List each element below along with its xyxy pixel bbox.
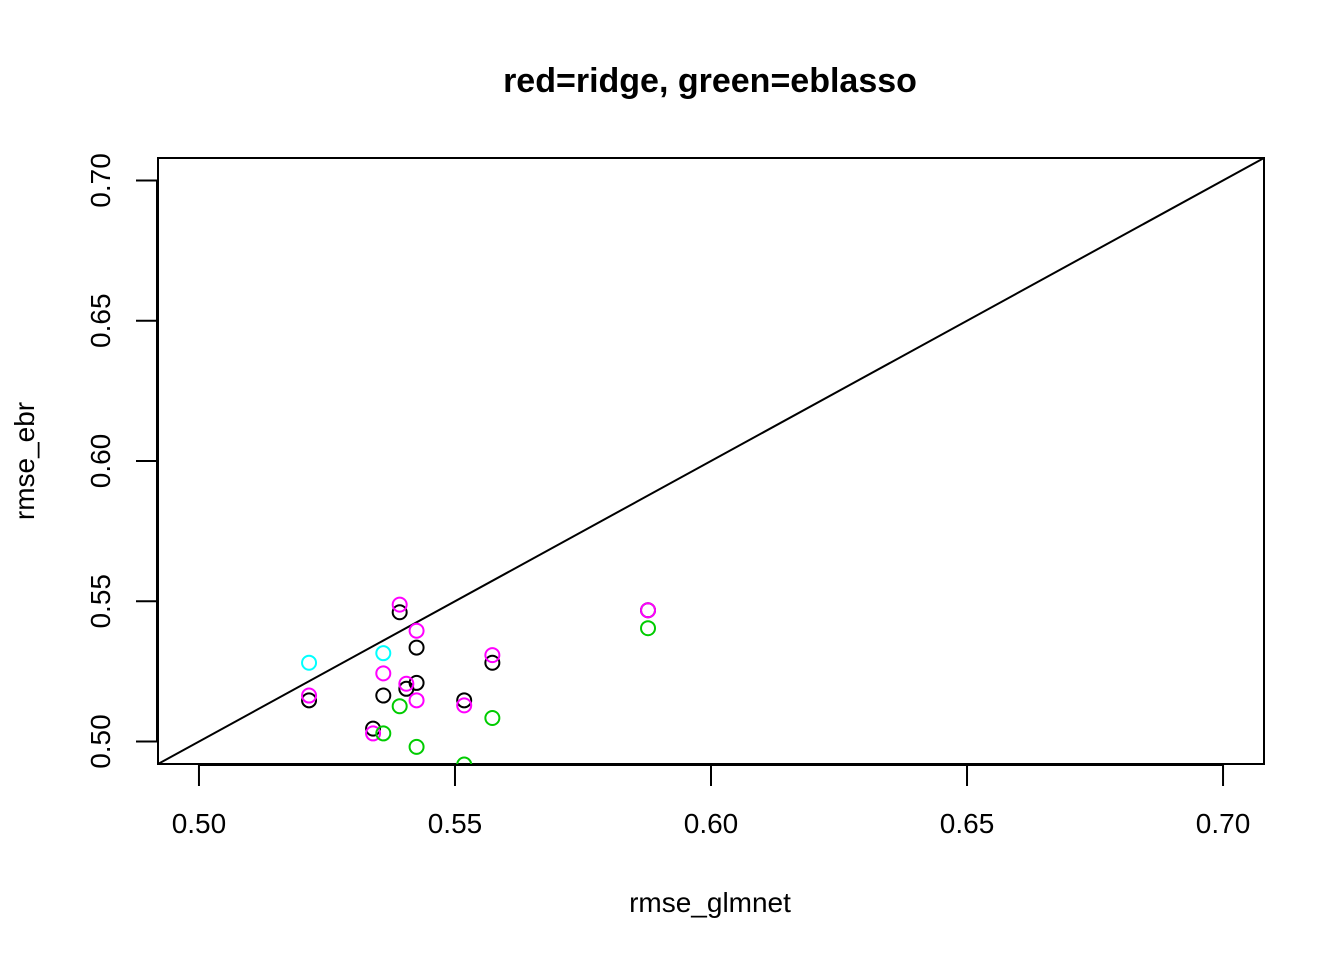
data-point <box>456 697 473 714</box>
x-tick-label: 0.60 <box>684 808 739 839</box>
data-point <box>408 692 425 709</box>
data-point <box>365 720 382 737</box>
data-point <box>408 738 425 755</box>
data-point <box>640 620 657 637</box>
reference-line-layer <box>158 158 1264 764</box>
data-point <box>408 622 425 639</box>
data-point <box>408 674 425 691</box>
y-tick-label: 0.65 <box>85 293 116 348</box>
y-tick-label: 0.70 <box>85 153 116 208</box>
data-point <box>365 725 382 742</box>
x-tick-label: 0.50 <box>172 808 227 839</box>
data-point <box>408 639 425 656</box>
data-point <box>456 692 473 709</box>
y-tick-label: 0.60 <box>85 434 116 489</box>
data-point <box>391 596 408 613</box>
data-point <box>375 665 392 682</box>
identity-line <box>158 158 1264 764</box>
x-axis-label: rmse_glmnet <box>629 887 791 918</box>
data-point <box>484 709 501 726</box>
x-tick-label: 0.55 <box>428 808 483 839</box>
y-tick-label: 0.50 <box>85 714 116 769</box>
x-axis: 0.50 0.55 0.60 0.65 0.70 <box>172 764 1251 839</box>
data-point <box>301 687 318 704</box>
data-point <box>398 675 415 692</box>
data-point <box>375 725 392 742</box>
data-point <box>456 756 473 764</box>
data-point <box>484 647 501 664</box>
data-point <box>391 604 408 621</box>
data-point <box>301 654 318 671</box>
data-point <box>301 692 318 709</box>
points-layer <box>301 596 657 764</box>
x-tick-label: 0.65 <box>940 808 995 839</box>
x-tick-label: 0.70 <box>1196 808 1251 839</box>
chart-title: red=ridge, green=eblasso <box>503 62 917 100</box>
data-point <box>640 602 657 619</box>
data-point <box>375 687 392 704</box>
data-point <box>375 645 392 662</box>
y-axis-label: rmse_ebr <box>9 402 40 520</box>
y-tick-label: 0.55 <box>85 574 116 629</box>
y-axis: 0.50 0.55 0.60 0.65 0.70 <box>85 153 158 769</box>
data-point <box>391 698 408 715</box>
data-point <box>484 654 501 671</box>
